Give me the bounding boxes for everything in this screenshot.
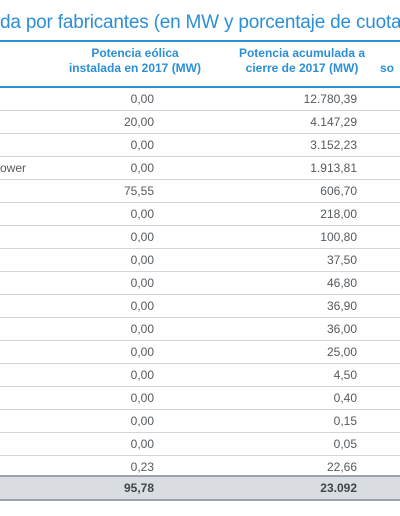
- table-row: 75,55 606,70: [0, 180, 400, 203]
- installed-2017-value: 0,00: [130, 299, 154, 313]
- table-title: da por fabricantes (en MW y porcentaje d…: [0, 12, 400, 33]
- cumulative-2017-value: 0,40: [333, 391, 357, 405]
- header-installed-line1: Potencia eólica: [91, 46, 179, 60]
- manufacturer-name: ower: [0, 161, 27, 175]
- cumulative-2017-value: 3.152,23: [310, 138, 357, 152]
- table-row: 0,00 0,15: [0, 410, 400, 433]
- installed-2017-value: 0,00: [130, 437, 154, 451]
- installed-2017-value: 0,00: [130, 322, 154, 336]
- cumulative-2017-value: 36,90: [326, 299, 357, 313]
- table-row: 0,00 4,50: [0, 364, 400, 387]
- table-row: 0,00 218,00: [0, 203, 400, 226]
- cumulative-2017-value: 22,66: [326, 460, 357, 474]
- installed-2017-value: 0,00: [130, 230, 154, 244]
- cumulative-2017-value: 100,80: [320, 230, 357, 244]
- installed-2017-value: 0,00: [130, 276, 154, 290]
- total-installed: 95,78: [123, 481, 154, 495]
- header-installed-line2: instalada en 2017 (MW): [68, 61, 202, 75]
- cumulative-2017-value: 0,15: [333, 414, 357, 428]
- header-share-line2: so: [380, 61, 395, 75]
- table-row: ower 0,00 1.913,81: [0, 157, 400, 180]
- table-row: 0,00 100,80: [0, 226, 400, 249]
- installed-2017-value: 0,00: [130, 345, 154, 359]
- cumulative-2017-value: 37,50: [326, 253, 357, 267]
- installed-2017-value: 0,00: [130, 253, 154, 267]
- cumulative-2017-value: 1.913,81: [310, 161, 357, 175]
- cumulative-2017-value: 4,50: [333, 368, 357, 382]
- cumulative-2017-value: 218,00: [320, 207, 357, 221]
- cumulative-2017-value: 36,00: [326, 322, 357, 336]
- installed-2017-value: 0,00: [130, 92, 154, 106]
- installed-2017-value: 0,23: [130, 460, 154, 474]
- table-row: 0,00 25,00: [0, 341, 400, 364]
- cumulative-2017-value: 4.147,29: [310, 115, 357, 129]
- title-divider: [0, 40, 400, 42]
- total-row: 95,78 23.092: [0, 475, 400, 501]
- header-cumulative-line1: Potencia acumulada a: [238, 46, 366, 60]
- total-cumulative: 23.092: [320, 481, 357, 495]
- header-divider: [0, 86, 400, 88]
- table-row: 0,00 0,05: [0, 433, 400, 456]
- table-header: Potencia eólica instalada en 2017 (MW) P…: [0, 42, 400, 85]
- header-cumulative-2017: Potencia acumulada a cierre de 2017 (MW): [222, 46, 382, 76]
- installed-2017-value: 0,00: [130, 414, 154, 428]
- cumulative-2017-value: 0,05: [333, 437, 357, 451]
- table-row: 0,00 12.780,39: [0, 88, 400, 111]
- cumulative-2017-value: 46,80: [326, 276, 357, 290]
- cumulative-2017-value: 606,70: [320, 184, 357, 198]
- table-body: 0,00 12.780,39 20,00 4.147,29 0,00 3.152,23 ow…: [0, 88, 400, 479]
- table-row: 0,00 36,00: [0, 318, 400, 341]
- cumulative-2017-value: 12.780,39: [303, 92, 357, 106]
- installed-2017-value: 75,55: [123, 184, 154, 198]
- table-row: 0,00 36,90: [0, 295, 400, 318]
- header-share-partial: so: [380, 46, 400, 76]
- table-row: 0,00 0,40: [0, 387, 400, 410]
- table-row: 0,00 3.152,23: [0, 134, 400, 157]
- table-row: 0,00 37,50: [0, 249, 400, 272]
- header-installed-2017: Potencia eólica instalada en 2017 (MW): [60, 46, 210, 76]
- installed-2017-value: 0,00: [130, 207, 154, 221]
- header-cumulative-line2: cierre de 2017 (MW): [245, 61, 359, 75]
- table-row: 0,00 46,80: [0, 272, 400, 295]
- installed-2017-value: 0,00: [130, 391, 154, 405]
- installed-2017-value: 20,00: [123, 115, 154, 129]
- table-row: 20,00 4.147,29: [0, 111, 400, 134]
- installed-2017-value: 0,00: [130, 161, 154, 175]
- installed-2017-value: 0,00: [130, 138, 154, 152]
- installed-2017-value: 0,00: [130, 368, 154, 382]
- cumulative-2017-value: 25,00: [326, 345, 357, 359]
